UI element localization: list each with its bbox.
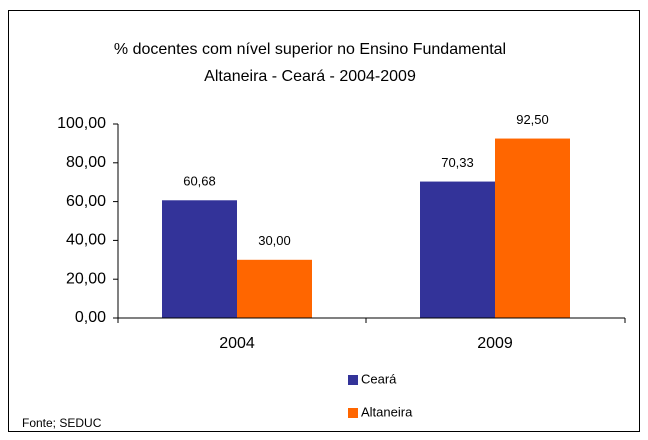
y-tick-label: 100,00 (57, 115, 106, 132)
bar (162, 200, 237, 318)
x-tick-label: 2009 (477, 335, 513, 352)
y-tick-label: 60,00 (66, 193, 106, 210)
bar (237, 259, 312, 318)
y-tick-label: 0,00 (75, 309, 106, 326)
bar (495, 138, 570, 318)
source-note: Fonte; SEDUC (22, 416, 102, 430)
value-label: 30,00 (258, 233, 291, 248)
value-label: 92,50 (516, 112, 549, 127)
value-label: 60,68 (183, 174, 216, 189)
legend-label: Ceará (361, 371, 397, 386)
legend-swatch (348, 408, 358, 418)
legend-label: Altaneira (361, 404, 413, 419)
legend-swatch (348, 375, 358, 385)
x-tick-label: 2004 (219, 335, 255, 352)
chart-subtitle: Altaneira - Ceará - 2004-2009 (204, 68, 416, 85)
chart-title: % docentes com nível superior no Ensino … (114, 41, 506, 58)
bar (420, 181, 495, 318)
y-tick-label: 80,00 (66, 154, 106, 171)
value-label: 70,33 (441, 155, 474, 170)
y-tick-label: 20,00 (66, 270, 106, 287)
y-tick-label: 40,00 (66, 232, 106, 249)
